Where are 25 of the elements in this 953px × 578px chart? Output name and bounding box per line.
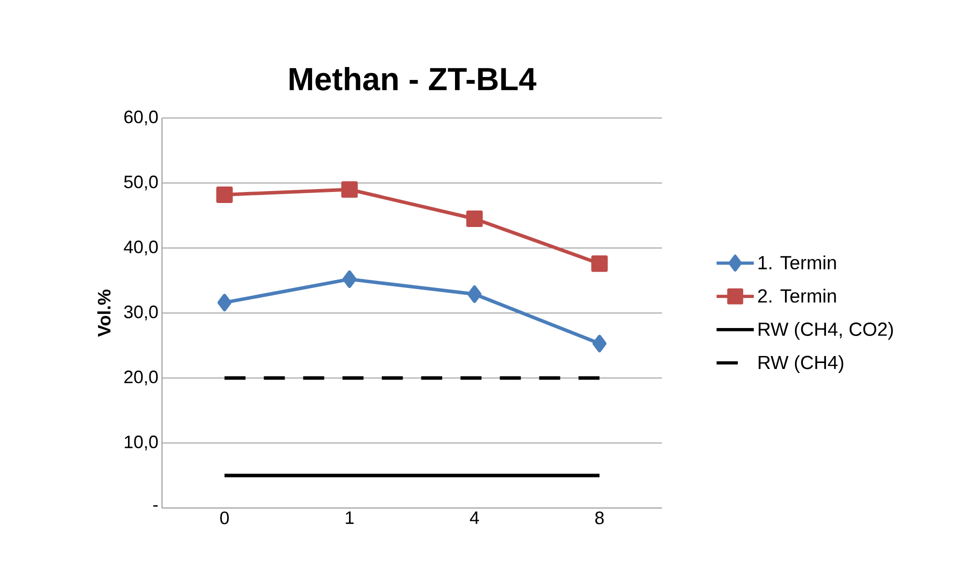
point bbox=[342, 270, 357, 288]
point bbox=[341, 181, 358, 198]
legend-label: RW (CH4) bbox=[758, 355, 844, 373]
y-tick-label: 10,0 bbox=[124, 436, 158, 450]
chart-title: Methan - ZT-BL4 bbox=[290, 66, 536, 90]
x-tick-label: 4 bbox=[470, 512, 479, 524]
point bbox=[468, 285, 482, 303]
y-tick-label: 30,0 bbox=[124, 306, 158, 320]
y-tick-label: 20,0 bbox=[124, 370, 158, 386]
y-tick-label: - bbox=[153, 505, 158, 507]
point bbox=[591, 255, 608, 272]
y-axis-title: Vol.% bbox=[97, 290, 111, 337]
legend-label: 2. Termin bbox=[758, 288, 836, 303]
y-tick-label: 50,0 bbox=[124, 176, 158, 190]
y-tick-label: 40,0 bbox=[124, 240, 158, 256]
legend-label: RW (CH4, CO2) bbox=[758, 322, 893, 340]
y-tick-label: 60,0 bbox=[124, 110, 158, 126]
x-tick-label: 1 bbox=[346, 512, 354, 524]
legend-label: 1. Termin bbox=[758, 255, 836, 270]
x-tick-label: 0 bbox=[220, 512, 229, 524]
point bbox=[218, 294, 232, 312]
point bbox=[216, 186, 233, 203]
x-tick-label: 8 bbox=[595, 512, 604, 524]
point bbox=[466, 210, 483, 227]
point bbox=[592, 334, 606, 352]
